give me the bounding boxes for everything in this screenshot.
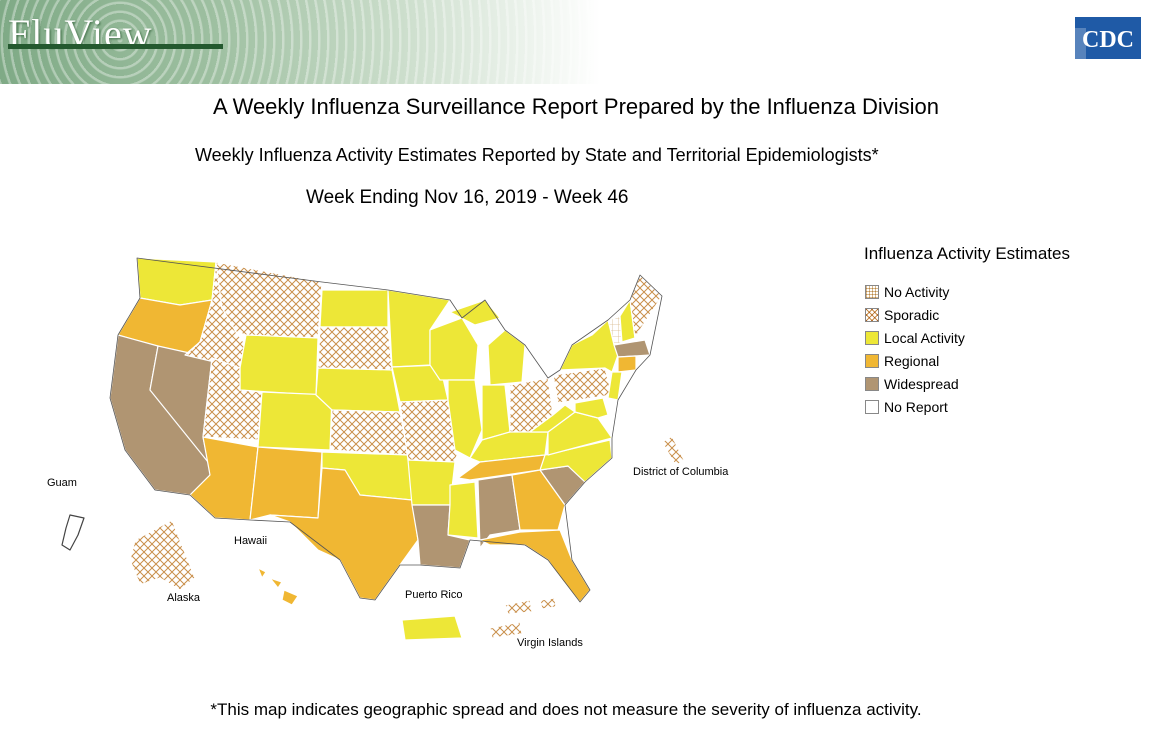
page-subtitle: Weekly Influenza Activity Estimates Repo… — [195, 145, 879, 165]
state-ms[interactable] — [447, 481, 479, 539]
legend-label: No Activity — [884, 284, 950, 300]
state-ar[interactable] — [407, 459, 456, 506]
state-nm[interactable] — [249, 446, 323, 521]
territory-pr[interactable] — [401, 615, 463, 641]
header-banner: FluView CDC — [0, 0, 1152, 84]
territory-vi[interactable] — [489, 597, 557, 639]
legend-item-no-activity: No Activity — [865, 283, 949, 301]
state-ks[interactable] — [329, 409, 409, 456]
legend-label: Local Activity — [884, 330, 965, 346]
label-hawaii: Hawaii — [234, 535, 267, 547]
legend-item-widespread: Widespread — [865, 375, 959, 393]
state-wa[interactable] — [136, 257, 217, 306]
map-outline — [109, 257, 663, 603]
legend-item-sporadic: Sporadic — [865, 306, 939, 324]
legend-swatch — [865, 400, 879, 414]
state-wi[interactable] — [429, 317, 479, 381]
cdc-logo[interactable]: CDC — [1074, 16, 1142, 60]
legend-swatch — [865, 354, 879, 368]
state-mi[interactable] — [449, 299, 526, 386]
state-md[interactable] — [574, 397, 609, 419]
legend-label: Regional — [884, 353, 940, 369]
state-fl[interactable] — [479, 529, 591, 603]
label-dc: District of Columbia — [633, 466, 729, 478]
banner-texture — [0, 0, 600, 84]
legend-label: No Report — [884, 399, 948, 415]
legend-swatch — [865, 308, 879, 322]
legend-item-no-report: No Report — [865, 398, 948, 416]
state-nj[interactable] — [607, 371, 623, 401]
label-virgin-islands: Virgin Islands — [517, 637, 583, 649]
legend-label: Widespread — [884, 376, 959, 392]
state-mo[interactable] — [399, 399, 461, 463]
state-me[interactable] — [629, 274, 663, 339]
legend-title: Influenza Activity Estimates — [864, 244, 1070, 263]
legend-swatch — [865, 331, 879, 345]
label-alaska: Alaska — [167, 592, 201, 604]
logo-underline — [8, 44, 223, 49]
state-sd[interactable] — [317, 326, 393, 371]
state-dc[interactable] — [661, 435, 685, 467]
state-wy[interactable] — [239, 334, 319, 396]
label-guam: Guam — [47, 477, 77, 489]
state-al[interactable] — [477, 474, 521, 549]
label-puerto-rico: Puerto Rico — [405, 589, 462, 601]
cdc-logo-text: CDC — [1082, 27, 1134, 53]
page-title: A Weekly Influenza Surveillance Report P… — [213, 94, 939, 119]
state-in[interactable] — [481, 384, 511, 441]
state-ne[interactable] — [315, 367, 401, 413]
state-ct[interactable] — [617, 355, 637, 373]
state-nd[interactable] — [319, 289, 389, 328]
state-ak[interactable] — [129, 519, 196, 591]
legend-item-local: Local Activity — [865, 329, 965, 347]
legend-label: Sporadic — [884, 307, 940, 323]
state-wv[interactable] — [529, 404, 576, 433]
legend-swatch — [865, 377, 879, 391]
state-ga[interactable] — [511, 469, 566, 531]
footnote: *This map indicates geographic spread an… — [210, 700, 922, 719]
legend-swatch — [865, 285, 879, 299]
banner-background — [0, 0, 600, 84]
state-co[interactable] — [257, 391, 333, 451]
week-label: Week Ending Nov 16, 2019 - Week 46 — [306, 187, 629, 208]
territory-gu[interactable] — [61, 514, 85, 551]
legend-item-regional: Regional — [865, 352, 939, 370]
state-hi[interactable] — [257, 567, 299, 606]
